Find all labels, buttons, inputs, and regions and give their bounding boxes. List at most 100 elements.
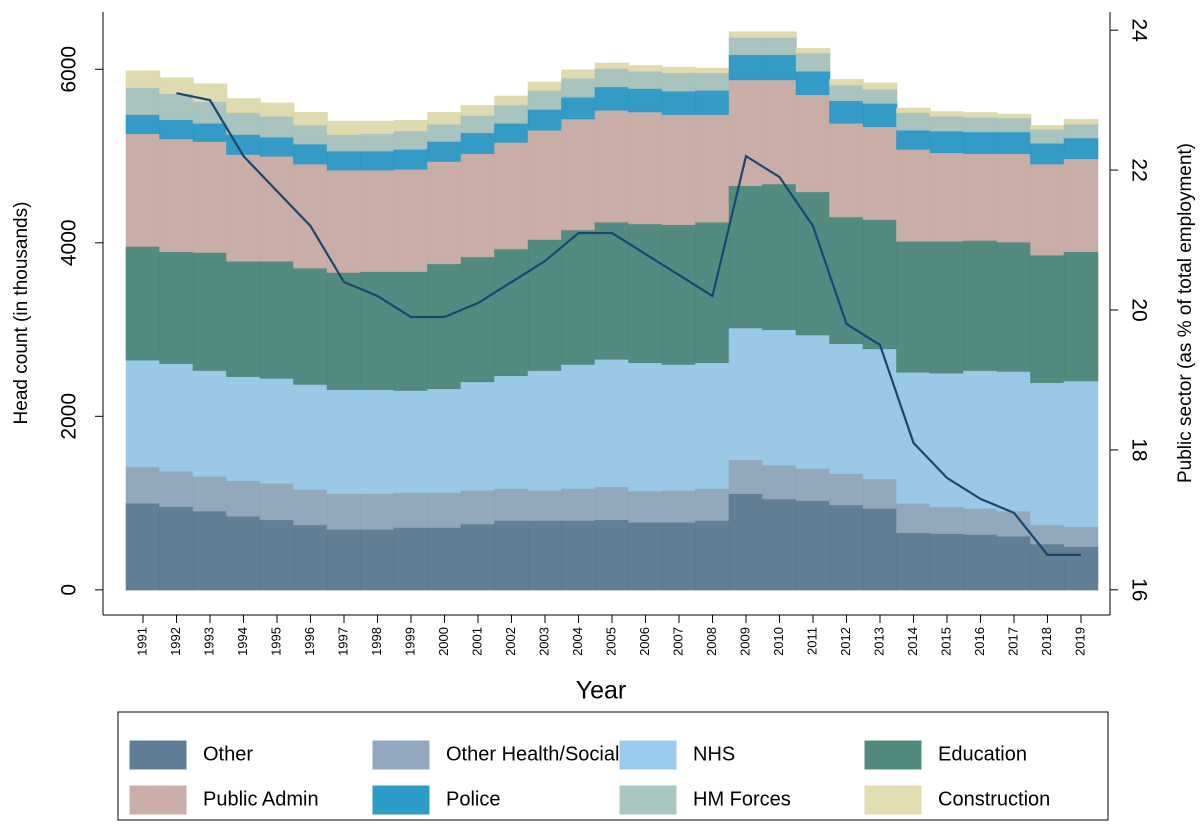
bar-segment [594, 67, 630, 88]
bar-segment [360, 493, 395, 530]
bar-segment [795, 52, 831, 72]
bar-segment [795, 334, 831, 469]
bar-segment [561, 77, 596, 98]
bar-segment [460, 256, 496, 383]
bar-segment [326, 133, 362, 152]
bar-segment [762, 79, 797, 185]
bar-segment [561, 487, 596, 521]
bar-segment [929, 240, 965, 374]
bar-segment [527, 369, 563, 491]
x-tick-label: 2014 [905, 627, 920, 656]
bar-segment [661, 489, 697, 523]
bar-segment [159, 470, 194, 508]
bar-segment [494, 104, 529, 124]
bar-segment [393, 148, 429, 170]
bar-segment [862, 88, 898, 104]
bar-segment [963, 131, 998, 154]
bar-segment [594, 486, 630, 521]
bar-segment [963, 507, 998, 535]
bar-segment [929, 115, 965, 132]
bar-segment [728, 31, 764, 38]
bar-segment [661, 90, 697, 115]
x-tick-label: 2002 [503, 627, 518, 656]
bar-segment [963, 369, 998, 509]
bar-segment [259, 377, 295, 484]
bar-segment [460, 114, 496, 134]
bar-segment [1030, 128, 1065, 144]
bar-segment [527, 89, 563, 110]
legend-swatch [129, 785, 187, 815]
bar-segment [795, 47, 831, 54]
bar-segment [125, 132, 161, 247]
bar-segment [628, 223, 663, 364]
bar-segment [896, 148, 931, 242]
legend-swatch [619, 740, 677, 770]
bar-segment [494, 141, 529, 250]
legend-swatch [372, 740, 430, 770]
x-axis-label: Year [576, 677, 627, 705]
x-tick-label: 2015 [938, 627, 953, 656]
bar-segment [494, 375, 529, 489]
bar-segment [561, 118, 596, 231]
bar-segment [762, 464, 797, 500]
bar-segment [1030, 163, 1065, 256]
bar-segment [393, 119, 429, 132]
bar-segment [159, 250, 194, 364]
bar-segment [527, 519, 563, 591]
x-tick-label: 1993 [201, 627, 216, 656]
bar-segment [829, 84, 864, 101]
y-axis-label: Head count (in thousands) [11, 202, 32, 425]
bar-segment [628, 87, 663, 113]
bar-segment [527, 108, 563, 131]
bar-segment [259, 482, 295, 521]
bar-segment [561, 363, 596, 489]
bar-segment [159, 138, 194, 252]
x-tick-label: 2004 [570, 627, 585, 656]
bar-segment [728, 327, 764, 461]
bar-segment [1063, 545, 1099, 591]
bar-segment [360, 120, 395, 134]
bar-segment [728, 54, 764, 81]
bar-segment [494, 122, 529, 143]
bar-segment [192, 510, 228, 591]
bar-segment [561, 69, 596, 79]
bar-segment [728, 459, 764, 495]
bar-segment [628, 65, 663, 72]
bar-segment [427, 140, 462, 162]
x-tick-label: 2007 [670, 627, 685, 656]
bar-segment [460, 132, 496, 154]
y-tick-label: 2000 [58, 393, 81, 440]
x-tick-label: 2010 [771, 627, 786, 656]
bar-segment [728, 36, 764, 56]
bar-segment [762, 54, 797, 81]
y-tick-label: 6000 [58, 46, 81, 93]
bar-segment [460, 105, 496, 116]
bar-segment [527, 489, 563, 521]
x-tick-label: 1997 [335, 627, 350, 656]
x-tick-label: 2017 [1005, 627, 1020, 656]
y2-tick-label: 18 [1127, 438, 1150, 461]
bar-segment [896, 112, 931, 131]
x-tick-label: 2006 [637, 627, 652, 656]
bar-segment [326, 493, 362, 530]
bar-segment [293, 163, 328, 269]
bar-segment [293, 267, 328, 385]
bar-segment [1063, 526, 1099, 547]
y-tick-label: 4000 [58, 219, 81, 266]
bar-segment [661, 363, 697, 491]
bar-segment [762, 36, 797, 56]
bar-segment [125, 502, 161, 591]
bar-segment [929, 152, 965, 242]
bar-segment [862, 126, 898, 220]
bar-segment [293, 124, 328, 145]
bar-segment [494, 95, 529, 106]
bar-segment [829, 122, 864, 218]
bar-segment [326, 120, 362, 135]
bar-segment [862, 102, 898, 128]
bar-segment [695, 72, 730, 91]
x-tick-label: 2000 [436, 627, 451, 656]
x-tick-label: 2018 [1039, 627, 1054, 656]
bar-segment [996, 117, 1032, 133]
bar-segment [192, 140, 228, 253]
x-tick-label: 1995 [268, 627, 283, 656]
